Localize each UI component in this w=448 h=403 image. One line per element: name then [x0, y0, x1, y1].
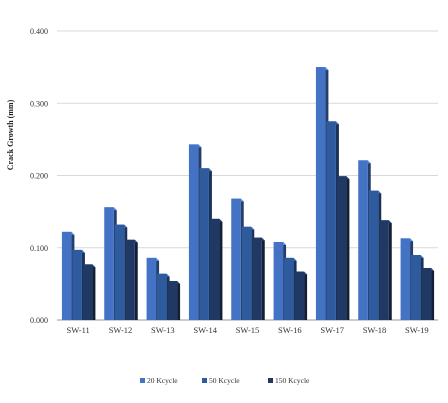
bar-front — [252, 237, 262, 320]
bar-front — [104, 207, 114, 320]
bar-front — [231, 198, 241, 320]
bar — [252, 237, 265, 320]
bar-side — [346, 176, 350, 320]
x-tick-label: SW-17 — [320, 325, 344, 335]
bar-side — [219, 218, 223, 320]
bar-front — [326, 121, 336, 320]
x-tick-label: SW-11 — [67, 325, 90, 335]
y-axis-ticks: 0.000 0.100 0.200 0.300 0.400 — [30, 27, 48, 325]
bar-front — [400, 238, 411, 320]
bar-front — [368, 190, 379, 320]
bar-front — [157, 273, 167, 320]
y-tick-label: 0.200 — [30, 172, 48, 181]
bar-side — [261, 237, 265, 320]
y-tick-label: 0.300 — [30, 99, 48, 108]
x-tick-label: SW-13 — [151, 325, 175, 335]
bar — [167, 280, 181, 320]
bar — [379, 220, 392, 320]
bar — [125, 239, 138, 320]
x-tick-label: SW-16 — [278, 325, 302, 335]
bar — [82, 264, 96, 320]
bar-side — [388, 220, 392, 320]
y-tick-label: 0.100 — [30, 244, 48, 253]
bar-side — [92, 264, 96, 320]
bar — [421, 267, 435, 320]
bar-front — [188, 144, 199, 320]
y-tick-label: 0.400 — [30, 27, 48, 36]
bar-front — [315, 67, 326, 320]
bar-front — [358, 160, 368, 320]
legend-swatch — [202, 378, 207, 383]
legend-item: 150 Kcycle — [268, 376, 310, 385]
bar-front — [125, 239, 135, 320]
bar-front — [241, 226, 252, 320]
bar-side — [134, 239, 138, 320]
bar-side — [177, 280, 181, 320]
legend-label: 20 Kcycle — [147, 376, 178, 385]
legend-item: 50 Kcycle — [202, 376, 240, 385]
legend-label: 150 Kcycle — [275, 376, 310, 385]
y-tick-label: 0.000 — [30, 316, 48, 325]
legend: 20 Kcycle 50 Kcycle 150 Kcycle — [140, 376, 310, 385]
bar-front — [284, 257, 294, 320]
bar-front — [379, 220, 389, 320]
bar-front — [411, 254, 421, 320]
x-axis-ticks: SW-11 SW-12 SW-13 SW-14 SW-15 SW-16 SW-17 SW-18… — [67, 325, 429, 335]
y-axis-label: Crack Growth (mm) — [6, 99, 15, 170]
bar-front — [209, 218, 220, 320]
bar-front — [421, 267, 432, 320]
bar — [294, 271, 308, 320]
bar-front — [61, 231, 72, 320]
bars — [61, 67, 435, 320]
bar — [336, 176, 350, 320]
bar-front — [82, 264, 93, 320]
bar-front — [72, 249, 82, 320]
bar-side — [304, 271, 308, 320]
x-tick-label: SW-15 — [236, 325, 260, 335]
bar-front — [146, 257, 157, 320]
bar-front — [114, 224, 125, 320]
bar-front — [273, 241, 284, 320]
bar-front — [199, 168, 209, 320]
legend-item: 20 Kcycle — [140, 376, 178, 385]
legend-label: 50 Kcycle — [209, 376, 240, 385]
bar-front — [336, 176, 347, 320]
bar-front — [294, 271, 305, 320]
x-tick-label: SW-18 — [363, 325, 387, 335]
x-tick-label: SW-19 — [405, 325, 429, 335]
bar-front — [167, 280, 178, 320]
bar — [209, 218, 223, 320]
x-tick-label: SW-14 — [193, 325, 217, 335]
legend-swatch — [140, 378, 145, 383]
bar-side — [431, 267, 435, 320]
legend-swatch — [268, 378, 273, 383]
x-tick-label: SW-12 — [109, 325, 133, 335]
